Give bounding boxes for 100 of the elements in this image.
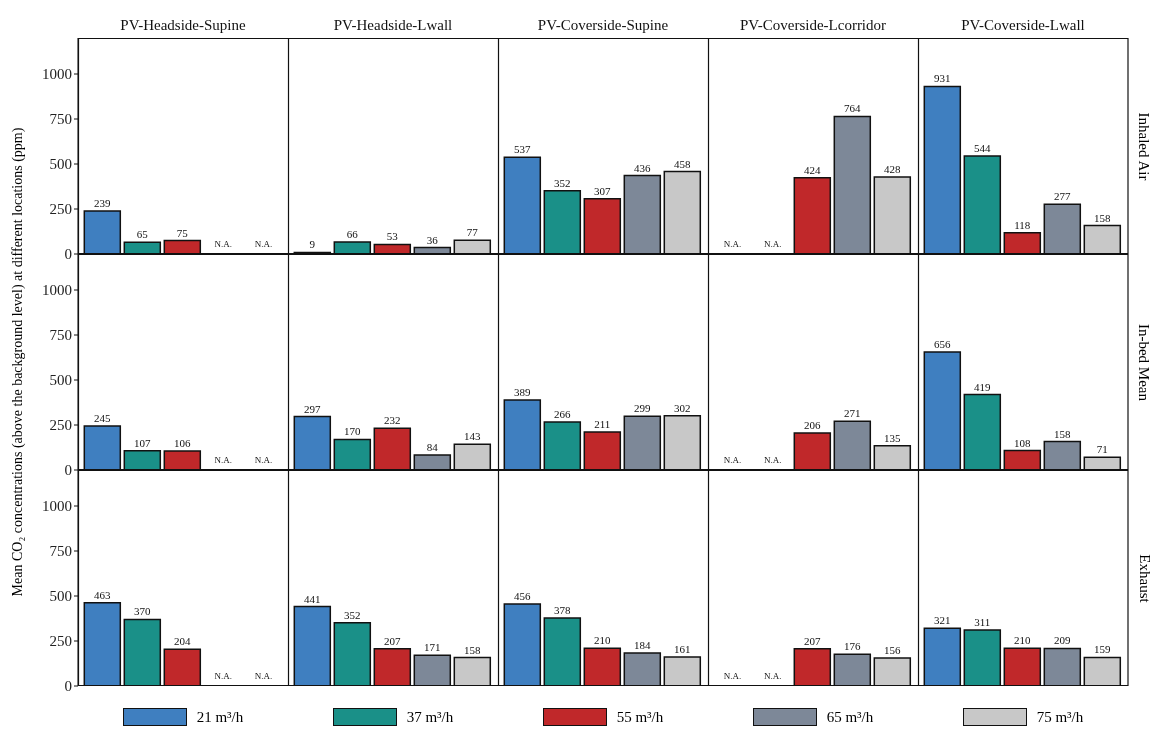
data-label: 456 [514, 589, 532, 602]
data-label: 118 [1014, 218, 1031, 231]
data-label: 321 [934, 614, 951, 627]
legend-label: 65 m³/h [826, 708, 874, 726]
data-label: 36 [426, 233, 439, 246]
y-tick-label: 0 [64, 462, 72, 479]
data-label: 158 [464, 643, 482, 656]
data-label: 156 [884, 643, 902, 656]
legend-label: 75 m³/h [1036, 708, 1084, 726]
y-tick-label: 750 [49, 327, 72, 344]
data-label: 436 [634, 161, 652, 174]
text: Inhaled Air [1135, 112, 1153, 180]
text: N.A. [723, 671, 742, 681]
y-axis-title: Mean CO₂ concentrations (above the background level) at different locations (ppm) [10, 126, 26, 599]
y-tick-label: 250 [49, 201, 72, 218]
data-label: 143 [464, 430, 482, 443]
text: N.A. [214, 239, 232, 249]
data-label: 307 [594, 184, 612, 197]
data-label: 297 [304, 402, 322, 415]
text: N.A. [254, 239, 273, 249]
y-tick-label: 750 [49, 543, 72, 560]
data-label: 204 [174, 635, 192, 648]
x-tick-label: PV-Headside-Lwall [333, 17, 453, 33]
data-label: 171 [424, 641, 441, 654]
data-label: 210 [594, 634, 612, 647]
data-label: 424 [804, 163, 822, 176]
legend-label: 37 m³/h [406, 708, 454, 726]
data-label: 170 [344, 425, 362, 438]
y-tick-label: 250 [49, 633, 72, 650]
y-tick-label: 1000 [42, 66, 72, 83]
y-tick-label: 1000 [42, 282, 72, 299]
data-label: 419 [974, 380, 992, 393]
data-label: 158 [1054, 427, 1072, 440]
data-label: 931 [934, 72, 951, 85]
text: N.A. [723, 239, 742, 249]
text: N.A. [763, 671, 782, 681]
data-label: 107 [134, 436, 152, 449]
text: N.A. [763, 239, 782, 249]
text: N.A. [254, 671, 273, 681]
legend-label: 21 m³/h [196, 708, 244, 726]
data-label: 66 [346, 228, 359, 241]
data-label: 77 [466, 226, 479, 239]
data-label: 441 [304, 592, 321, 605]
data-label: 65 [136, 228, 149, 241]
data-label: 106 [174, 436, 192, 449]
data-label: 764 [844, 102, 862, 115]
data-label: 176 [844, 640, 862, 653]
data-label: 311 [974, 616, 991, 629]
data-label: 184 [634, 638, 652, 651]
y-tick-label: 750 [49, 111, 72, 128]
data-label: 245 [94, 411, 112, 424]
text: N.A. [763, 455, 782, 465]
data-label: 53 [386, 230, 399, 243]
x-tick-label: PV-Coverside-Lcorridor [739, 17, 887, 33]
data-label: 537 [514, 143, 532, 156]
data-label: 158 [1094, 211, 1112, 224]
x-tick-label: PV-Coverside-Lwall [961, 17, 1085, 33]
data-label: 352 [344, 608, 361, 621]
data-label: 544 [974, 142, 992, 155]
data-label: 135 [884, 431, 902, 444]
text: N.A. [214, 455, 232, 465]
data-label: 210 [1014, 634, 1032, 647]
data-label: 209 [1054, 634, 1072, 647]
data-label: 232 [384, 414, 401, 427]
data-label: 277 [1054, 190, 1072, 203]
data-label: 9 [309, 238, 316, 251]
data-label: 302 [674, 401, 691, 414]
data-label: 299 [634, 402, 652, 415]
y-tick-label: 1000 [42, 498, 72, 515]
text: N.A. [254, 455, 273, 465]
text: N.A. [214, 671, 232, 681]
legend-label: 55 m³/h [616, 708, 664, 726]
data-label: 159 [1094, 643, 1112, 656]
data-label: 239 [94, 196, 112, 209]
data-label: 378 [554, 603, 572, 616]
data-label: 389 [514, 385, 532, 398]
data-label: 266 [554, 408, 572, 421]
y-tick-label: 500 [49, 588, 72, 605]
x-tick-label: PV-Coverside-Supine [537, 17, 669, 33]
y-tick-label: 0 [64, 246, 72, 263]
y-tick-label: 500 [49, 156, 72, 173]
data-label: 84 [426, 440, 439, 453]
y-tick-label: 0 [64, 678, 72, 695]
text: In-bed Mean [1135, 323, 1153, 401]
y-tick-label: 500 [49, 372, 72, 389]
data-label: 458 [674, 157, 692, 170]
data-label: 71 [1096, 443, 1108, 456]
data-label: 207 [804, 634, 822, 647]
data-label: 161 [674, 643, 691, 656]
data-label: 656 [934, 337, 952, 350]
data-label: 428 [884, 162, 902, 175]
text: Exhaust [1135, 553, 1153, 603]
data-label: 271 [844, 407, 861, 420]
x-tick-label: PV-Headside-Supine [120, 17, 246, 33]
y-tick-label: 250 [49, 417, 72, 434]
data-label: 206 [804, 418, 822, 431]
data-label: 211 [594, 418, 611, 431]
text: N.A. [723, 455, 742, 465]
data-label: 108 [1014, 436, 1032, 449]
data-label: 352 [554, 176, 571, 189]
